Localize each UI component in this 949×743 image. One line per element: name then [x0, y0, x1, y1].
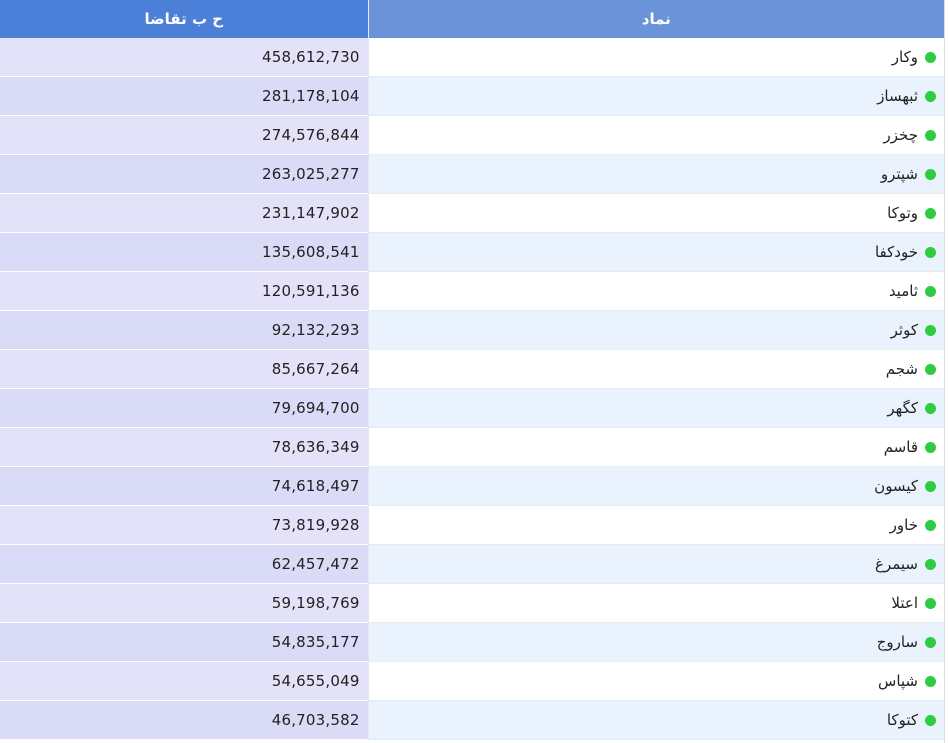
symbol-label[interactable]: شپاس — [878, 672, 918, 690]
table-row[interactable]: 85,667,264 شجم — [0, 350, 944, 389]
table-row[interactable]: 59,198,769 اعتلا — [0, 584, 944, 623]
symbol-cell[interactable]: خاور — [367, 506, 944, 545]
table-row[interactable]: 73,819,928 خاور — [0, 506, 944, 545]
demand-value-cell: 281,178,104 — [0, 77, 368, 116]
column-header-symbol[interactable]: نماد — [367, 0, 944, 38]
table-row[interactable]: 458,612,730 وکار — [0, 38, 944, 77]
symbol-label[interactable]: قاسم — [883, 438, 918, 456]
table-row[interactable]: 74,618,497 کیسون — [0, 467, 944, 506]
symbol-label[interactable]: ساروج — [876, 633, 918, 651]
column-header-demand[interactable]: ح ب تقاضا — [0, 0, 368, 38]
symbol-label[interactable]: چخزر — [883, 126, 918, 144]
symbol-cell[interactable]: اعتلا — [367, 584, 944, 623]
symbol-label[interactable]: شپترو — [880, 165, 918, 183]
demand-value-cell: 59,198,769 — [0, 584, 368, 623]
symbol-cell[interactable]: ثبهساز — [367, 77, 944, 116]
status-dot-icon — [925, 51, 936, 63]
demand-value-cell: 92,132,293 — [0, 311, 368, 350]
symbol-cell[interactable]: خودکفا — [367, 233, 944, 272]
symbol-cell[interactable]: کگهر — [367, 389, 944, 428]
symbol-label[interactable]: سیمرغ — [875, 555, 918, 573]
table-row[interactable]: 120,591,136 ثامید — [0, 272, 944, 311]
symbol-cell[interactable]: شجم — [367, 350, 944, 389]
symbol-label[interactable]: ثبهساز — [877, 87, 918, 105]
symbol-cell[interactable]: وکار — [367, 38, 944, 77]
table-row[interactable]: 263,025,277 شپترو — [0, 155, 944, 194]
symbol-cell[interactable]: سیمرغ — [367, 545, 944, 584]
table-header: ح ب تقاضا نماد — [0, 0, 944, 38]
demand-value-cell: 79,694,700 — [0, 389, 368, 428]
table-body: 458,612,730 وکار 281,178,104 ثبهساز 274,576,… — [0, 38, 944, 740]
status-dot-icon — [925, 90, 936, 102]
symbol-label[interactable]: کیسون — [874, 477, 918, 495]
demand-value-cell: 54,835,177 — [0, 623, 368, 662]
demand-value-cell: 263,025,277 — [0, 155, 368, 194]
status-dot-icon — [925, 597, 936, 609]
symbol-label[interactable]: وتوکا — [887, 204, 918, 222]
status-dot-icon — [925, 363, 936, 375]
symbol-label[interactable]: کگهر — [887, 399, 918, 417]
table-row[interactable]: 281,178,104 ثبهساز — [0, 77, 944, 116]
status-dot-icon — [925, 129, 936, 141]
table-row[interactable]: 79,694,700 کگهر — [0, 389, 944, 428]
symbol-label[interactable]: خاور — [889, 516, 918, 534]
demand-value-cell: 78,636,349 — [0, 428, 368, 467]
symbol-label[interactable]: خودکفا — [874, 243, 918, 261]
demand-value-cell: 74,618,497 — [0, 467, 368, 506]
demand-value-cell: 46,703,582 — [0, 701, 368, 740]
symbol-cell[interactable]: چخزر — [367, 116, 944, 155]
table-row[interactable]: 274,576,844 چخزر — [0, 116, 944, 155]
status-dot-icon — [925, 402, 936, 414]
symbol-label[interactable]: کتوکا — [886, 711, 918, 729]
table-row[interactable]: 62,457,472 سیمرغ — [0, 545, 944, 584]
demand-value-cell: 274,576,844 — [0, 116, 368, 155]
demand-value-cell: 73,819,928 — [0, 506, 368, 545]
status-dot-icon — [925, 636, 936, 648]
table-row[interactable]: 231,147,902 وتوکا — [0, 194, 944, 233]
demand-value-cell: 120,591,136 — [0, 272, 368, 311]
status-dot-icon — [925, 324, 936, 336]
demand-value-cell: 135,608,541 — [0, 233, 368, 272]
table-row[interactable]: 92,132,293 کوثر — [0, 311, 944, 350]
symbol-cell[interactable]: وتوکا — [367, 194, 944, 233]
status-dot-icon — [925, 675, 936, 687]
table-row[interactable]: 54,655,049 شپاس — [0, 662, 944, 701]
demand-value-cell: 458,612,730 — [0, 38, 368, 77]
table-row[interactable]: 46,703,582 کتوکا — [0, 701, 944, 740]
demand-value-cell: 54,655,049 — [0, 662, 368, 701]
symbol-label[interactable]: شجم — [885, 360, 918, 378]
symbol-cell[interactable]: شپترو — [367, 155, 944, 194]
status-dot-icon — [925, 558, 936, 570]
status-dot-icon — [925, 207, 936, 219]
symbol-cell[interactable]: ساروج — [367, 623, 944, 662]
symbol-label[interactable]: ثامید — [888, 282, 918, 300]
status-dot-icon — [925, 285, 936, 297]
symbol-cell[interactable]: شپاس — [367, 662, 944, 701]
status-dot-icon — [925, 714, 936, 726]
demand-value-cell: 62,457,472 — [0, 545, 368, 584]
symbol-label[interactable]: وکار — [891, 48, 918, 66]
symbol-cell[interactable]: کیسون — [367, 467, 944, 506]
status-dot-icon — [925, 168, 936, 180]
symbol-label[interactable]: کوثر — [890, 321, 918, 339]
demand-value-cell: 231,147,902 — [0, 194, 368, 233]
symbol-cell[interactable]: ثامید — [367, 272, 944, 311]
demand-value-cell: 85,667,264 — [0, 350, 368, 389]
table-row[interactable]: 54,835,177 ساروج — [0, 623, 944, 662]
table-row[interactable]: 135,608,541 خودکفا — [0, 233, 944, 272]
table-row[interactable]: 78,636,349 قاسم — [0, 428, 944, 467]
symbol-cell[interactable]: کوثر — [367, 311, 944, 350]
status-dot-icon — [925, 441, 936, 453]
symbol-label[interactable]: اعتلا — [891, 594, 918, 612]
status-dot-icon — [925, 480, 936, 492]
status-dot-icon — [925, 246, 936, 258]
symbol-cell[interactable]: کتوکا — [367, 701, 944, 740]
symbol-cell[interactable]: قاسم — [367, 428, 944, 467]
status-dot-icon — [925, 519, 936, 531]
